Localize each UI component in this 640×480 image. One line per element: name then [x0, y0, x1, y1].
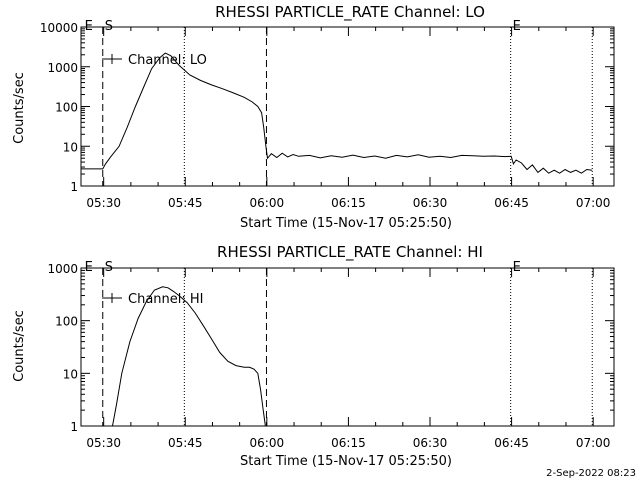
legend-label-hi: Channel: HI — [128, 292, 204, 307]
marker-label-hi: S — [105, 260, 113, 275]
ylabel-lo: Counts/sec — [12, 72, 27, 144]
y-tick-label-hi: 100 — [55, 315, 78, 329]
x-tick-label-lo: 05:30 — [86, 196, 121, 210]
x-tick-label-lo: 06:30 — [413, 196, 448, 210]
y-tick-label-hi: 1 — [70, 420, 78, 434]
x-tick-label-hi: 05:45 — [168, 436, 203, 450]
x-tick-label-hi: 06:30 — [413, 436, 448, 450]
y-tick-label-lo: 100 — [55, 101, 78, 115]
plot-frame-lo — [80, 26, 615, 187]
panel-lo: RHESSI PARTICLE_RATE Channel: LO Counts/… — [12, 3, 615, 231]
x-tick-label-lo: 05:45 — [168, 196, 203, 210]
plot-frame-hi — [80, 267, 615, 427]
x-tick-label-lo: 06:45 — [494, 196, 529, 210]
y-tick-label-hi: 1000 — [47, 262, 78, 276]
marker-label-lo: S — [105, 19, 113, 34]
y-tick-label-lo: 10 — [63, 140, 78, 154]
x-tick-label-lo: 06:00 — [250, 196, 285, 210]
xlabel-lo: Start Time (15-Nov-17 05:25:50) — [240, 216, 452, 231]
y-tick-label-lo: 1 — [70, 180, 78, 194]
y-tick-label-lo: 1000 — [47, 61, 78, 75]
ylabel-hi: Counts/sec — [12, 310, 27, 382]
footer-date: 2-Sep-2022 08:23 — [546, 468, 636, 479]
y-tick-label-hi: 10 — [63, 367, 78, 381]
marker-label-lo: E — [85, 19, 93, 34]
x-tick-label-lo: 07:00 — [576, 196, 611, 210]
x-tick-label-hi: 06:45 — [494, 436, 529, 450]
panel-hi: RHESSI PARTICLE_RATE Channel: HI Counts/… — [12, 243, 615, 469]
x-tick-label-hi: 06:15 — [331, 436, 366, 450]
legend-label-lo: Channel: LO — [128, 53, 207, 68]
marker-label-hi: E — [85, 260, 93, 275]
series-line-lo — [81, 52, 593, 174]
x-tick-label-lo: 06:15 — [331, 196, 366, 210]
marker-label-hi: E — [513, 260, 521, 275]
x-tick-label-hi: 05:30 — [86, 436, 121, 450]
x-tick-label-hi: 06:00 — [250, 436, 285, 450]
x-tick-label-hi: 07:00 — [576, 436, 611, 450]
series-line-hi — [112, 286, 266, 427]
marker-label-lo: E — [513, 19, 521, 34]
xlabel-hi: Start Time (15-Nov-17 05:25:50) — [240, 454, 452, 469]
chart-title-hi: RHESSI PARTICLE_RATE Channel: HI — [217, 243, 483, 262]
chart-title-lo: RHESSI PARTICLE_RATE Channel: LO — [215, 3, 485, 22]
y-tick-label-lo: 10000 — [40, 21, 78, 35]
